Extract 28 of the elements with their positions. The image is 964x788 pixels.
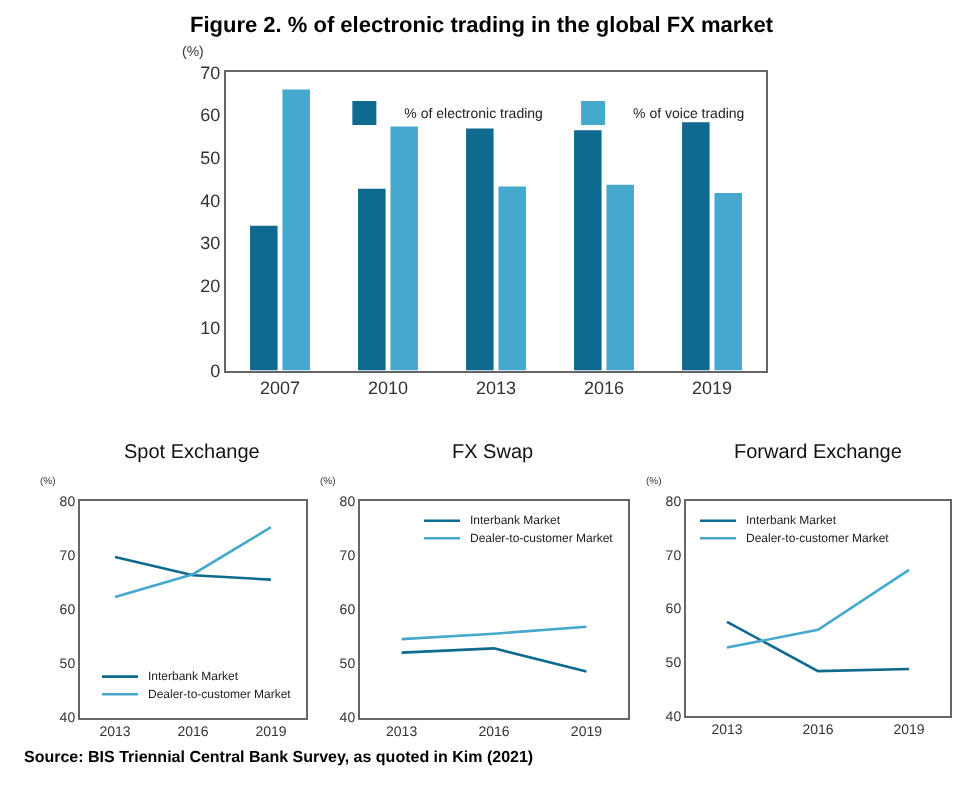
y-tick-label: 30 bbox=[200, 233, 221, 254]
bar bbox=[682, 122, 710, 371]
bar bbox=[282, 89, 310, 371]
x-tick-label: 2007 bbox=[259, 378, 301, 399]
y-tick-label: 70 bbox=[200, 62, 221, 83]
chart-title: FX Swap bbox=[452, 442, 535, 464]
x-tick-label: 2010 bbox=[367, 378, 409, 399]
y-tick-label: 20 bbox=[200, 275, 221, 296]
bar bbox=[466, 128, 494, 371]
y-tick-label: 0 bbox=[210, 360, 221, 381]
bar bbox=[250, 225, 278, 371]
y-tick-label: 60 bbox=[200, 105, 221, 126]
chart-title: Figure 2. % of electronic trading in the global FX market bbox=[190, 14, 774, 38]
x-tick-label: 2013 bbox=[475, 378, 517, 399]
bar bbox=[358, 188, 386, 371]
y-tick-label: 50 bbox=[200, 147, 221, 168]
y-tick-label: 40 bbox=[200, 190, 221, 211]
chart-title: Forward Exchange bbox=[734, 442, 903, 464]
source-note: Source: BIS Triennial Central Bank Survey, as quoted in Kim (2021) bbox=[24, 748, 534, 766]
bar bbox=[714, 192, 742, 371]
chart-title: Spot Exchange bbox=[124, 442, 261, 464]
bar bbox=[498, 186, 526, 371]
bar bbox=[574, 130, 602, 371]
y-tick-label: 10 bbox=[200, 318, 221, 339]
x-tick-label: 2016 bbox=[583, 378, 625, 399]
bar bbox=[606, 184, 634, 371]
bar bbox=[390, 126, 418, 371]
x-tick-label: 2019 bbox=[691, 378, 733, 399]
